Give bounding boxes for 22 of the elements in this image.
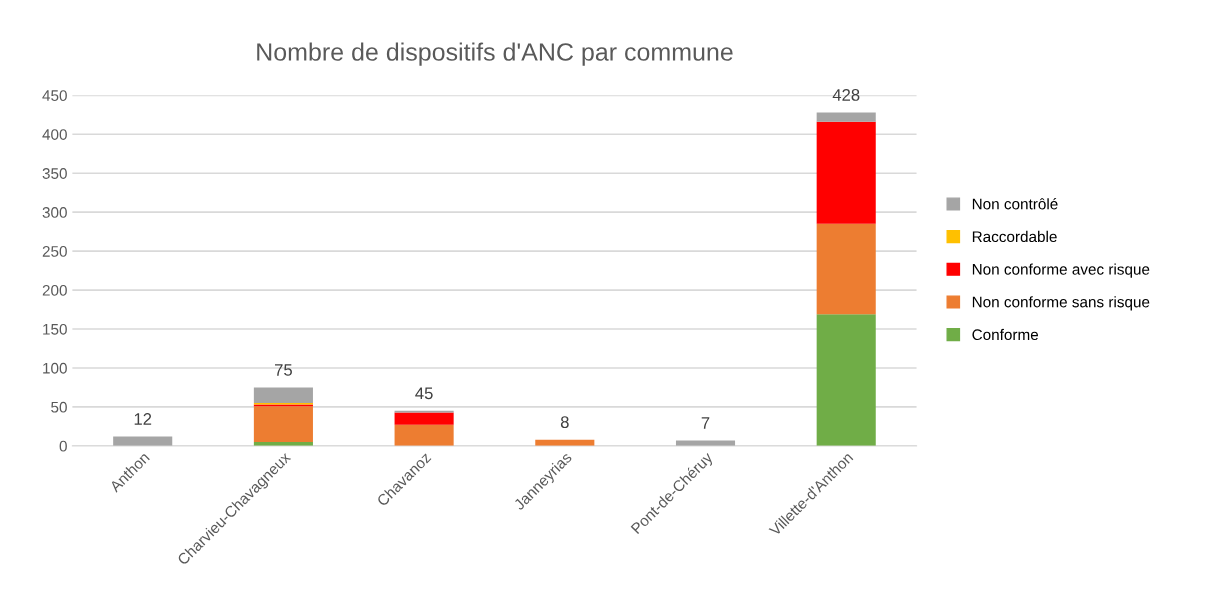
- y-tick-label: 400: [42, 129, 67, 140]
- legend-label: Raccordable: [972, 230, 1057, 243]
- chart-title: Nombre de dispositifs d'ANC par commune: [257, 42, 733, 66]
- total-label: 12: [134, 413, 152, 425]
- legend-label: Non conforme sans risque: [972, 296, 1150, 311]
- y-tick-label: 50: [51, 401, 67, 413]
- y-tick-label: 150: [43, 323, 67, 335]
- y-tick-label: 350: [42, 168, 67, 179]
- y-tick-label: 250: [42, 245, 67, 257]
- y-tick-label: 0: [59, 440, 67, 452]
- legend-label: Conforme: [972, 328, 1039, 341]
- total-label: 45: [415, 387, 433, 400]
- total-label: 7: [701, 417, 710, 429]
- legend-label: Non contrôlé: [972, 198, 1058, 210]
- total-label: 75: [275, 364, 292, 376]
- total-label: 8: [560, 416, 569, 429]
- y-tick-label: 200: [42, 284, 67, 296]
- y-tick-label: 450: [42, 90, 67, 102]
- y-tick-label: 300: [42, 207, 67, 218]
- y-tick-label: 100: [43, 362, 67, 374]
- legend-label: Non conforme avec risque: [972, 263, 1150, 278]
- total-label: 428: [832, 89, 860, 101]
